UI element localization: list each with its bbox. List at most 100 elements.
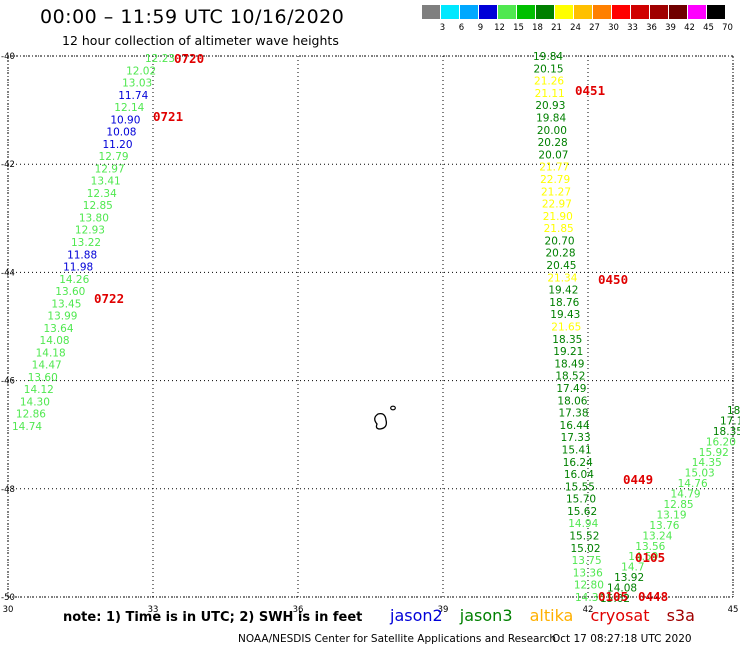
swh-value: 20.93 [535,100,565,112]
colorbar-swatch [517,5,536,19]
colorbar-swatch [536,5,555,19]
swh-value: 16.04 [564,469,594,481]
swh-value: 12.23 [145,53,175,65]
swh-value: 18.76 [549,297,579,309]
swh-value: 12.02 [126,65,156,77]
swh-value: 12.93 [75,225,105,237]
colorbar-swatch [669,5,688,19]
colorbar-swatch [650,5,669,19]
swh-value: 15.02 [570,543,600,555]
swh-value: 21.11 [535,88,565,100]
colorbar-label: 6 [458,23,465,33]
swh-value: 15.55 [565,481,595,493]
longitude-tick-label: 42 [583,605,594,615]
swh-value: 12.85 [83,200,113,212]
colorbar-label: 12 [494,23,505,33]
colorbar-label: 9 [477,23,484,33]
pass-time-label: 0721 [153,109,183,124]
swh-value: 12.86 [16,409,46,421]
swh-value: 12.97 [95,163,125,175]
swh-value: 16.20 [706,436,736,448]
swh-value: 13.22 [71,237,101,249]
swh-value: 14.08 [607,583,637,595]
swh-value: 13.75 [572,555,602,567]
longitude-tick-label: 33 [148,605,159,615]
swh-value: 12.80 [574,580,604,592]
note-text: note: 1) Time is in UTC; 2) SWH is in fe… [63,610,363,625]
swh-value: 17.1 [720,415,740,427]
swh-value: 18.35 [552,334,582,346]
swh-value: 15.52 [569,531,599,543]
swh-value: 11.98 [63,262,93,274]
swh-value: 20.28 [545,248,575,260]
swh-value: 12.79 [99,151,129,163]
pass-time-label: 0105 [598,589,628,604]
latitude-tick-label: -50 [1,593,15,603]
swh-value: 19.84 [536,112,566,124]
swh-value: 13.24 [642,530,672,542]
generation-timestamp: Oct 17 08:27:18 UTC 2020 [552,633,692,645]
swh-value: 14.74 [12,421,42,433]
swh-value: 14.12 [24,384,54,396]
swh-value: 21.26 [534,76,564,88]
swh-value: 19.42 [548,285,578,297]
longitude-tick-label: 39 [438,605,449,615]
pass-time-label: 0450 [598,272,628,287]
swh-value: 13.45 [51,298,81,310]
longitude-tick-label: 45 [728,605,739,615]
colorbar-swatch [574,5,593,19]
swh-value: 21.77 [539,162,569,174]
swh-value: 13.60 [55,286,85,298]
swh-value: 22.97 [542,199,572,211]
swh-value: 13.19 [656,509,686,521]
swh-value: 21.90 [543,211,573,223]
pass-time-label: 0722 [94,291,124,306]
swh-value: 13.80 [79,212,109,224]
swh-value: 21.27 [541,186,571,198]
colorbar-swatch [498,5,517,19]
swh-value: 15.70 [566,494,596,506]
swh-value: 18 [727,405,740,417]
legend-cryosat: cryosat [590,606,650,625]
pass-time-label: 0720 [174,51,204,66]
swh-value: 11.74 [118,90,148,102]
credit-text: NOAA/NESDIS Center for Satellite Applica… [238,633,556,645]
colorbar-label: 30 [608,23,619,33]
pass-time-label: 0105 [635,550,665,565]
swh-value: 16.24 [563,457,593,469]
swh-value: 14.76 [678,478,708,490]
swh-value: 14.79 [671,489,701,501]
swh-value: 11.20 [102,139,132,151]
swh-value: 18.52 [555,371,585,383]
colorbar-swatch [593,5,612,19]
colorbar-swatch [631,5,650,19]
legend-jason3: jason3 [459,606,513,625]
pass-time-label: 0449 [623,472,653,487]
island-outline [374,412,388,430]
legend-jason2: jason2 [390,606,443,625]
colorbar-swatch [460,5,479,19]
swh-value: 12.14 [114,102,144,114]
swh-value: 13.60 [28,372,58,384]
latitude-tick-label: -46 [1,377,15,387]
colorbar-label: 18 [532,23,543,33]
latitude-tick-label: -42 [1,160,15,170]
legend-altika: altika [529,606,574,625]
swh-value: 21.85 [544,223,574,235]
swh-value: 14.35 [692,457,722,469]
swh-value: 17.49 [556,383,586,395]
swh-value: 12.34 [87,188,117,200]
pass-time-label: 0451 [575,83,605,98]
swh-value: 13.41 [91,176,121,188]
colorbar-swatch [612,5,631,19]
swh-value: 11.88 [67,249,97,261]
swh-value: 13.56 [635,541,665,553]
map-subtitle: 12 hour collection of altimeter wave hei… [62,33,339,48]
swh-value: 15.41 [562,444,592,456]
pass-time-label: 0448 [638,589,668,604]
swh-value: 15.62 [567,506,597,518]
colorbar-swatch [688,5,707,19]
swh-value: 19.43 [550,309,580,321]
swh-value: 14.47 [32,360,62,372]
